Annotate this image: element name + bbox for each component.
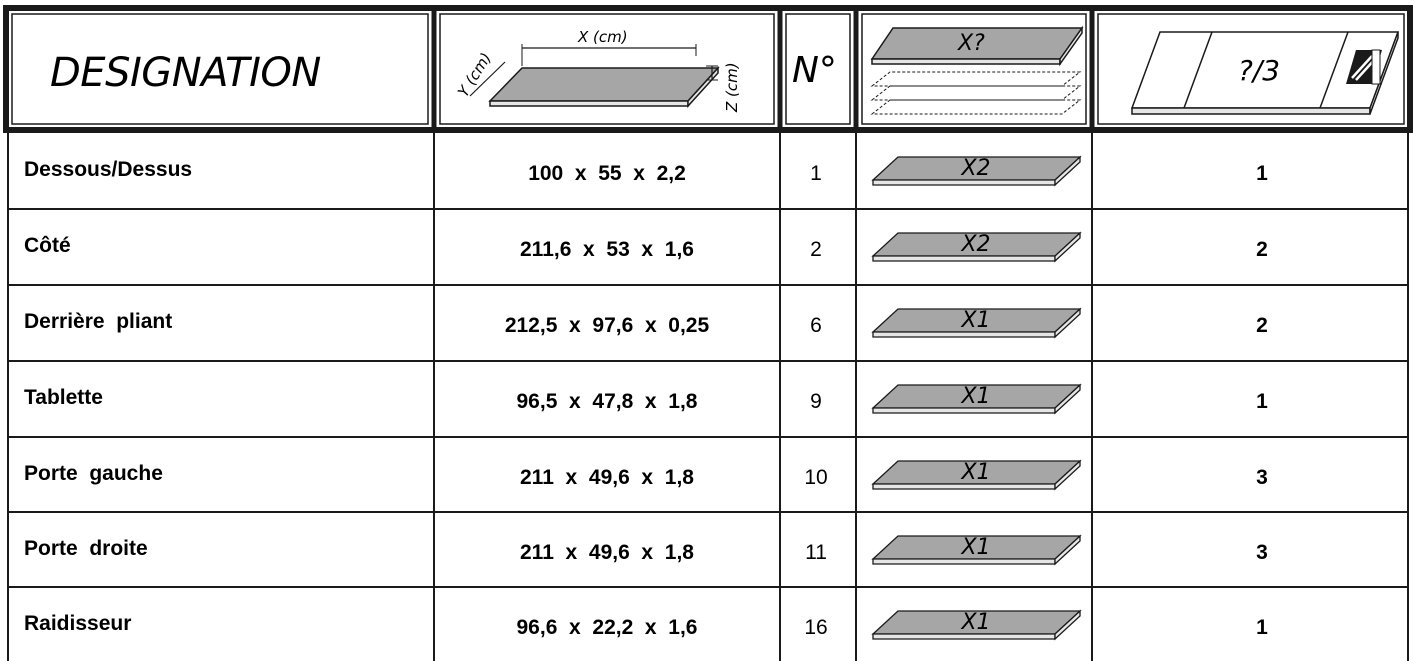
table-row: Côté 211,6 x 53 x 1,6 2 X2 2 — [24, 231, 1268, 263]
panel-icon — [871, 383, 1082, 415]
part-quantity: X2 — [960, 232, 990, 257]
part-name: Côté — [24, 234, 71, 257]
part-package: 2 — [1256, 238, 1268, 261]
panel-icon — [871, 155, 1082, 187]
panel-icon — [871, 609, 1082, 641]
part-package: 1 — [1256, 616, 1268, 639]
part-number: 11 — [805, 541, 827, 564]
designation-header: DESIGNATION — [50, 50, 321, 96]
part-quantity: X1 — [960, 384, 990, 409]
part-dimensions: 96,5 x 47,8 x 1,8 — [517, 390, 698, 413]
part-package: 3 — [1256, 541, 1268, 564]
part-dimensions: 211 x 49,6 x 1,8 — [520, 541, 694, 564]
table-row: Tablette 96,5 x 47,8 x 1,8 9 X1 1 — [24, 383, 1268, 415]
part-dimensions: 212,5 x 97,6 x 0,25 — [505, 314, 710, 337]
part-number: 2 — [810, 238, 822, 261]
part-quantity: X1 — [960, 308, 990, 333]
table-row: Derrière pliant 212,5 x 97,6 x 0,25 6 X1… — [24, 307, 1268, 339]
panel-icon — [871, 459, 1082, 491]
table-row: Porte droite 211 x 49,6 x 1,8 11 X1 3 — [24, 534, 1268, 566]
part-name: Tablette — [24, 386, 103, 409]
panel-icon — [871, 307, 1082, 339]
part-name: Porte gauche — [24, 462, 163, 485]
panel-icon — [871, 534, 1082, 566]
header-row: DESIGNATION X (cm) Y (cm) Z (cm) N° — [3, 5, 1413, 133]
part-name: Derrière pliant — [24, 310, 172, 333]
package-header: ?/3 — [1238, 54, 1280, 87]
part-number: 6 — [810, 314, 822, 337]
table-body — [7, 130, 1409, 661]
number-header: N° — [792, 50, 837, 91]
part-dimensions: 100 x 55 x 2,2 — [528, 162, 686, 185]
panel-icon — [871, 231, 1082, 263]
part-package: 1 — [1256, 162, 1268, 185]
dimensions-diagram-icon: X (cm) Y (cm) Z (cm) — [454, 28, 741, 113]
brand-logo — [1346, 49, 1382, 85]
quantity-header: X? — [957, 31, 985, 56]
dimension-y-label: Y (cm) — [454, 49, 495, 100]
part-name: Dessous/Dessus — [24, 158, 192, 181]
part-quantity: X2 — [960, 156, 990, 181]
part-number: 1 — [810, 162, 822, 185]
part-dimensions: 211 x 49,6 x 1,8 — [520, 466, 694, 489]
part-quantity: X1 — [960, 535, 990, 560]
part-dimensions: 96,6 x 22,2 x 1,6 — [517, 616, 698, 639]
part-number: 10 — [804, 466, 827, 489]
part-number: 16 — [804, 616, 827, 639]
part-quantity: X1 — [960, 460, 990, 485]
part-package: 1 — [1256, 390, 1268, 413]
part-package: 3 — [1256, 466, 1268, 489]
part-number: 9 — [810, 390, 822, 413]
dimension-z-label: Z (cm) — [723, 62, 741, 113]
quantity-stack-icon — [870, 25, 1084, 115]
table-row: Dessous/Dessus 100 x 55 x 2,2 1 X2 1 — [24, 155, 1268, 187]
part-package: 2 — [1256, 314, 1268, 337]
part-quantity: X1 — [960, 610, 990, 635]
part-name: Raidisseur — [24, 612, 131, 635]
part-name: Porte droite — [24, 537, 148, 560]
package-box-icon — [1130, 31, 1400, 115]
table-row: Porte gauche 211 x 49,6 x 1,8 10 X1 3 — [24, 459, 1268, 491]
table-row: Raidisseur 96,6 x 22,2 x 1,6 16 X1 1 — [24, 609, 1268, 641]
part-dimensions: 211,6 x 53 x 1,6 — [520, 238, 694, 261]
dimension-x-label: X (cm) — [577, 28, 628, 46]
